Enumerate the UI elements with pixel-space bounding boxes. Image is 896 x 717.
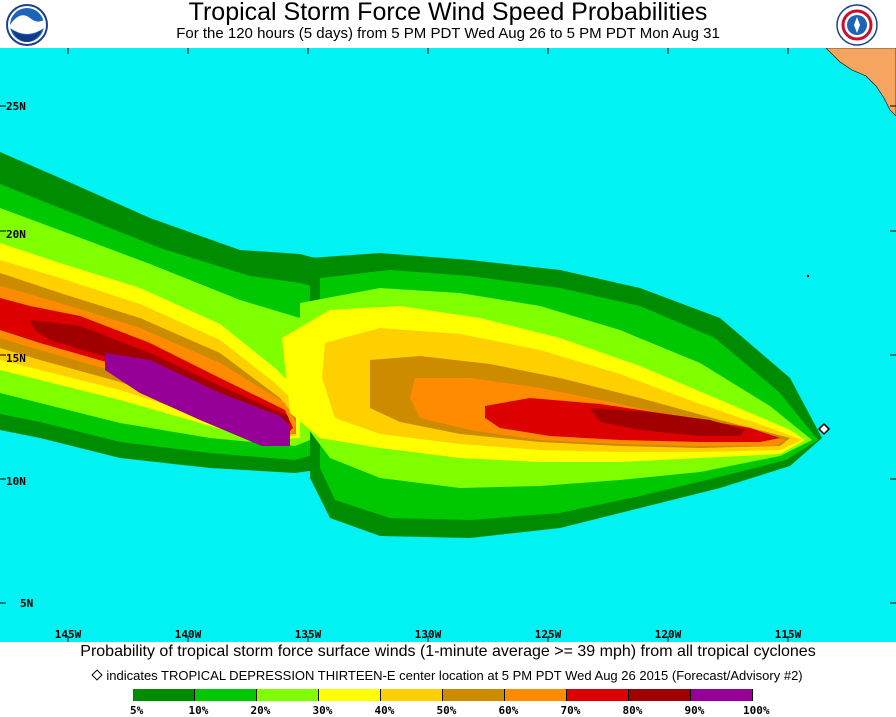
lon-label-135w: 135W [295, 628, 322, 641]
diamond-icon [91, 669, 104, 681]
noaa-logo [6, 4, 48, 46]
legend-label: 90% [684, 704, 705, 717]
lon-label-140w: 140W [175, 628, 202, 641]
national-weather-service-logo [836, 4, 878, 46]
probability-legend: 5% 10% 20% 30% 40% 50% 60% 70% 80% 90% 100% [0, 689, 896, 717]
legend-label: 80% [622, 704, 643, 717]
map-subtitle: For the 120 hours (5 days) from 5 PM PDT… [176, 25, 720, 42]
lon-label-115w: 115W [775, 628, 802, 641]
header: Tropical Storm Force Wind Speed Probabil… [0, 0, 896, 48]
legend-label: 70% [560, 704, 581, 717]
map-title: Tropical Storm Force Wind Speed Probabil… [188, 0, 708, 26]
lat-label-5n: 5N [20, 597, 33, 610]
legend-swatch [443, 689, 505, 701]
legend-swatch [257, 689, 319, 701]
island-dot [806, 274, 810, 278]
lon-label-120w: 120W [655, 628, 682, 641]
legend-label: 10% [188, 704, 209, 717]
legend-label: 50% [436, 704, 457, 717]
storm-note: indicates TROPICAL DEPRESSION THIRTEEN-E… [0, 668, 896, 683]
lon-label-130w: 130W [415, 628, 442, 641]
contour-80pct-east [590, 408, 745, 436]
legend-swatch [629, 689, 691, 701]
legend-label: 20% [250, 704, 271, 717]
legend-color-bar [133, 689, 753, 701]
lon-label-125w: 125W [535, 628, 562, 641]
legend-swatch [381, 689, 443, 701]
legend-swatch [195, 689, 257, 701]
legend-label: 40% [374, 704, 395, 717]
legend-swatch [567, 689, 629, 701]
lat-label-10n: 10N [6, 475, 26, 488]
lat-label-15n: 15N [6, 352, 26, 365]
storm-note-text: indicates TROPICAL DEPRESSION THIRTEEN-E… [106, 668, 803, 683]
lat-label-25n: 25N [6, 100, 26, 113]
lat-tick-marks [0, 105, 896, 604]
contour-90pct-west [105, 353, 290, 446]
legend-swatch [133, 689, 195, 701]
legend-label: 5% [130, 704, 144, 717]
lat-label-20n: 20N [6, 228, 26, 241]
storm-center-marker [817, 423, 831, 436]
legend-swatch [691, 689, 753, 701]
lon-label-145w: 145W [55, 628, 82, 641]
lon-tick-marks [67, 48, 789, 642]
legend-swatch [505, 689, 567, 701]
map-caption: Probability of tropical storm force surf… [80, 643, 816, 660]
legend-swatch [319, 689, 381, 701]
probability-map: 25N 20N 15N 10N 5N 145W 140W 135W 130W 1… [0, 48, 896, 642]
legend-label: 30% [312, 704, 333, 717]
land-baja-california [825, 48, 896, 117]
legend-label: 100% [743, 704, 770, 717]
legend-label: 60% [498, 704, 519, 717]
